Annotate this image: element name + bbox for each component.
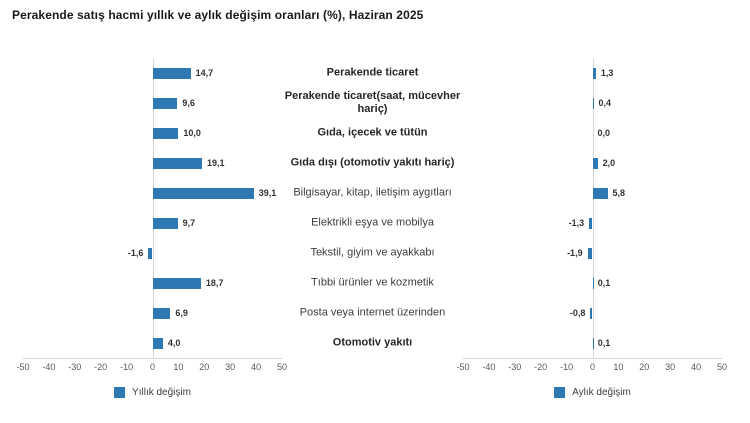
bar-value-label: 39,1 xyxy=(258,188,277,198)
category-label: Posta veya internet üzerinden xyxy=(299,306,446,319)
x-axis-tick-label: 20 xyxy=(639,362,650,372)
monthly-legend-label: Aylık değişim xyxy=(572,386,631,398)
category-label: Gıda dışı (otomotiv yakıtı hariç) xyxy=(290,156,455,169)
annual-change-plot: 14,7 9,6 10,0 19,1 39,1 9,7 -1,6 18,7 6,9 4,0 xyxy=(23,58,282,359)
bar xyxy=(152,307,171,319)
bar-value-label: -0,8 xyxy=(569,308,586,318)
bar xyxy=(587,247,593,259)
annual-x-axis-ticks: -50 -40 -30 -20 -10 0 10 20 30 40 50 xyxy=(16,362,287,374)
bar xyxy=(589,217,593,229)
category-label: Elektrikli eşya ve mobilya xyxy=(311,216,434,229)
category-label: Perakende ticaret(saat, mücevher hariç) xyxy=(284,90,461,115)
x-axis-tick-label: 0 xyxy=(589,362,595,372)
bar xyxy=(592,337,594,349)
x-axis-tick-label: 50 xyxy=(276,362,287,372)
category-labels-column: Perakende ticaret Perakende ticaret(saat,… xyxy=(282,58,463,358)
x-axis-tick-label: -50 xyxy=(16,362,30,372)
bar-value-label: 14,7 xyxy=(195,68,214,78)
category-label: Gıda, içecek ve tütün xyxy=(317,126,428,139)
bar-value-label: 0,1 xyxy=(597,278,611,288)
bar-value-label: 9,6 xyxy=(182,98,195,108)
category-label: Perakende ticaret xyxy=(326,66,419,79)
monthly-x-axis-ticks: -50 -40 -30 -20 -10 0 10 20 30 40 50 xyxy=(456,362,727,374)
x-axis-tick-label: -50 xyxy=(456,362,470,372)
x-axis-tick-label: -40 xyxy=(482,362,496,372)
bar-value-label: 0,4 xyxy=(598,98,612,108)
bar-value-label: 9,7 xyxy=(182,218,196,228)
x-axis-tick-label: -30 xyxy=(508,362,522,372)
x-axis-tick-label: -10 xyxy=(560,362,574,372)
x-axis-tick-label: 50 xyxy=(716,362,727,372)
x-axis-tick-label: 30 xyxy=(225,362,236,372)
x-axis-tick-label: 0 xyxy=(149,362,155,372)
bar xyxy=(148,247,153,259)
bar xyxy=(152,97,178,109)
bar xyxy=(590,307,593,319)
x-axis-tick-label: -20 xyxy=(534,362,548,372)
bar-value-label: -1,6 xyxy=(127,248,144,258)
bar xyxy=(152,157,202,169)
annual-legend: Yıllık değişim xyxy=(23,384,282,400)
annual-legend-label: Yıllık değişim xyxy=(132,386,191,398)
x-axis-tick-label: 10 xyxy=(173,362,184,372)
bar xyxy=(152,187,254,199)
bar-value-label: 0,1 xyxy=(597,338,611,348)
monthly-legend: Aylık değişim xyxy=(463,384,722,400)
x-axis-tick-label: -10 xyxy=(120,362,134,372)
x-axis-tick-label: -20 xyxy=(94,362,108,372)
x-axis-tick-label: 40 xyxy=(691,362,702,372)
bar xyxy=(592,277,594,289)
bar-value-label: 4,0 xyxy=(167,338,181,348)
bar xyxy=(152,277,201,289)
zero-axis-line xyxy=(592,58,594,358)
bar xyxy=(152,127,179,139)
bar-value-label: 18,7 xyxy=(205,278,224,288)
x-axis-tick-label: -30 xyxy=(68,362,82,372)
x-axis-tick-label: 40 xyxy=(251,362,262,372)
bar-value-label: 2,0 xyxy=(602,158,616,168)
x-axis-tick-label: 20 xyxy=(199,362,210,372)
category-label: Tıbbi ürünler ve kozmetik xyxy=(311,276,434,289)
bar-value-label: 6,9 xyxy=(175,308,188,318)
chart-title: Perakende satış hacmi yıllık ve aylık de… xyxy=(12,8,424,22)
bar-value-label: 0,0 xyxy=(597,128,611,138)
x-axis-tick-label: 10 xyxy=(613,362,624,372)
bar xyxy=(592,97,594,109)
bar-value-label: 1,3 xyxy=(600,68,614,78)
x-axis-tick-label: -40 xyxy=(42,362,56,372)
bar-value-label: -1,3 xyxy=(568,218,585,228)
bar-value-label: 19,1 xyxy=(206,158,225,168)
legend-swatch-icon xyxy=(114,386,126,398)
bar-value-label: -1,9 xyxy=(567,248,583,258)
category-label: Otomotiv yakıtı xyxy=(332,336,413,349)
bar-value-label: 5,8 xyxy=(612,188,626,198)
legend-swatch-icon xyxy=(554,386,566,398)
bar xyxy=(592,157,598,169)
bar xyxy=(592,187,608,199)
bar xyxy=(152,337,163,349)
x-axis-tick-label: 30 xyxy=(665,362,676,372)
bar-value-label: 10,0 xyxy=(183,128,201,138)
category-label: Tekstil, giyim ve ayakkabı xyxy=(310,246,435,259)
monthly-change-plot: 1,3 0,4 0,0 2,0 5,8 -1,3 -1,9 0,1 -0,8 0,1 xyxy=(463,58,722,359)
category-label: Bilgisayar, kitap, iletişim aygıtları xyxy=(293,186,452,199)
zero-axis-line xyxy=(152,58,154,358)
bar xyxy=(152,217,178,229)
bar xyxy=(152,67,191,79)
bar xyxy=(592,67,596,79)
